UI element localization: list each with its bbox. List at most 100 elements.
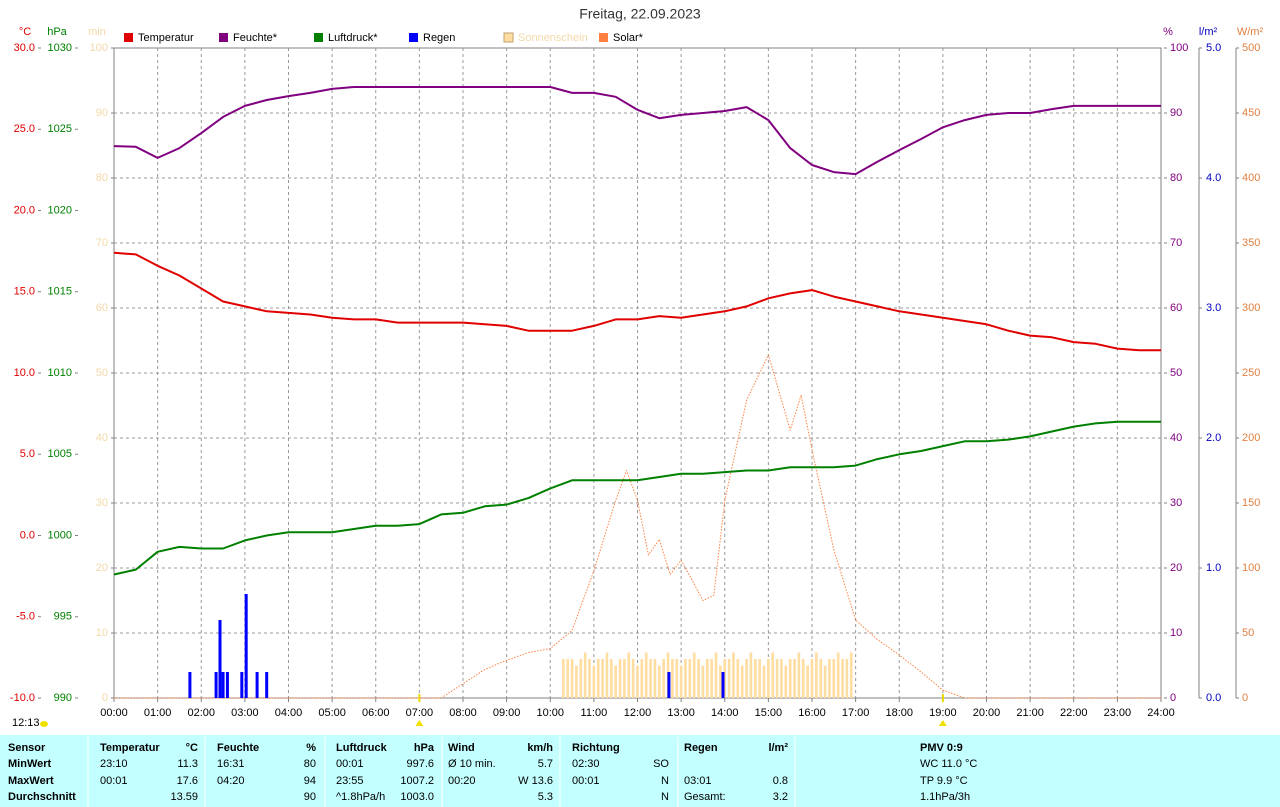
bar [265, 672, 269, 698]
x-tick-label: 23:00 [1104, 707, 1132, 719]
bar [579, 659, 583, 698]
bar [749, 652, 753, 698]
y-tick-label: 0 [1170, 692, 1176, 704]
bar [775, 659, 779, 698]
y-tick-label: 25.0 [14, 123, 35, 135]
table-cell: 04:20 [217, 775, 245, 787]
table-cell: 02:30 [572, 758, 600, 770]
y-tick-label: 50 [1170, 367, 1182, 379]
y-tick-label: 5.0 [1206, 42, 1221, 54]
table-cell: 3.2 [773, 791, 788, 803]
y-tick-label: 150 [1242, 497, 1260, 509]
table-cell: hPa [414, 742, 435, 754]
y-tick-label: 90 [1170, 107, 1182, 119]
y-tick-label: 1005 [48, 448, 72, 460]
y-tick-label: 30 [96, 497, 108, 509]
bar [675, 659, 679, 698]
bar [784, 665, 788, 698]
bar [225, 672, 229, 698]
table-background [0, 735, 1280, 807]
bar [644, 652, 648, 698]
sun-mark-arrow [415, 720, 424, 726]
table-cell: N [661, 775, 669, 787]
x-tick-label: 08:00 [449, 707, 477, 719]
y-tick-label: 500 [1242, 42, 1260, 54]
bar [623, 659, 626, 698]
y-tick-label: 60 [1170, 302, 1182, 314]
legend-swatch [124, 33, 133, 42]
series-line [113, 251, 1161, 352]
axis-unit: hPa [47, 26, 67, 38]
bar [640, 659, 644, 698]
x-tick-label: 18:00 [885, 707, 913, 719]
bar [732, 652, 735, 698]
legend-swatch [503, 32, 514, 43]
y-tick-label: 50 [1242, 627, 1254, 639]
y-tick-label: 300 [1242, 302, 1260, 314]
y-tick-label: 30 [1170, 497, 1182, 509]
x-tick-label: 12:00 [624, 707, 652, 719]
y-tick-label: 80 [1170, 172, 1182, 184]
table-cell: 90 [304, 791, 316, 803]
legend-swatch [599, 33, 608, 42]
x-tick-label: 13:00 [667, 707, 695, 719]
bar [710, 659, 713, 698]
x-tick-label: 24:00 [1147, 707, 1175, 719]
bar [614, 665, 617, 698]
x-tick-label: 03:00 [231, 707, 259, 719]
table-cell: Feuchte [217, 742, 259, 754]
bar [727, 659, 731, 698]
bar [605, 652, 609, 698]
bar [815, 652, 818, 698]
y-tick-label: 1015 [48, 286, 72, 298]
bar [740, 665, 744, 698]
series-line [114, 354, 1161, 699]
y-tick-label: -10.0 [10, 692, 35, 704]
y-tick-label: 1.0 [1206, 562, 1221, 574]
y-tick-label: 40 [1170, 432, 1182, 444]
bar [631, 659, 635, 698]
legend-label: Luftdruck* [328, 32, 378, 44]
y-tick-label: 30.0 [14, 42, 35, 54]
bar [255, 672, 259, 698]
y-tick-label: 450 [1242, 107, 1260, 119]
table-cell: 23:55 [336, 775, 364, 787]
bar [610, 659, 613, 698]
bar [618, 659, 622, 698]
table-cell: TP 9.9 °C [920, 775, 968, 787]
axis-unit: l/m² [1199, 26, 1218, 38]
axis-unit: W/m² [1237, 26, 1264, 38]
x-tick-label: 21:00 [1016, 707, 1044, 719]
legend-swatch [219, 33, 228, 42]
table-cell: PMV 0:9 [920, 742, 963, 754]
table-cell: 80 [304, 758, 316, 770]
table-cell: N [661, 791, 669, 803]
table-cell: Ø 10 min. [448, 758, 496, 770]
legend-label: Feuchte* [233, 32, 278, 44]
table-cell: 94 [304, 775, 316, 787]
y-tick-label: 60 [96, 302, 108, 314]
bar [653, 659, 657, 698]
y-tick-label: 70 [1170, 237, 1182, 249]
table-cell: 00:01 [336, 758, 364, 770]
bar [832, 659, 836, 698]
bar [810, 659, 814, 698]
table-cell: Richtung [572, 742, 620, 754]
bar [188, 672, 192, 698]
table-cell: 1.1hPa/3h [920, 791, 970, 803]
y-tick-label: 90 [96, 107, 108, 119]
x-tick-label: 16:00 [798, 707, 826, 719]
bar [819, 659, 823, 698]
y-tick-label: 20 [96, 562, 108, 574]
bar [570, 659, 574, 698]
y-tick-label: 5.0 [20, 448, 35, 460]
y-tick-label: 10 [1170, 627, 1182, 639]
bar [588, 659, 591, 698]
y-tick-label: 1010 [48, 367, 72, 379]
series-line [113, 420, 1161, 576]
y-tick-label: 1025 [48, 123, 72, 135]
x-tick-label: 22:00 [1060, 707, 1088, 719]
table-cell: 11.3 [177, 758, 198, 770]
bar [719, 665, 722, 698]
